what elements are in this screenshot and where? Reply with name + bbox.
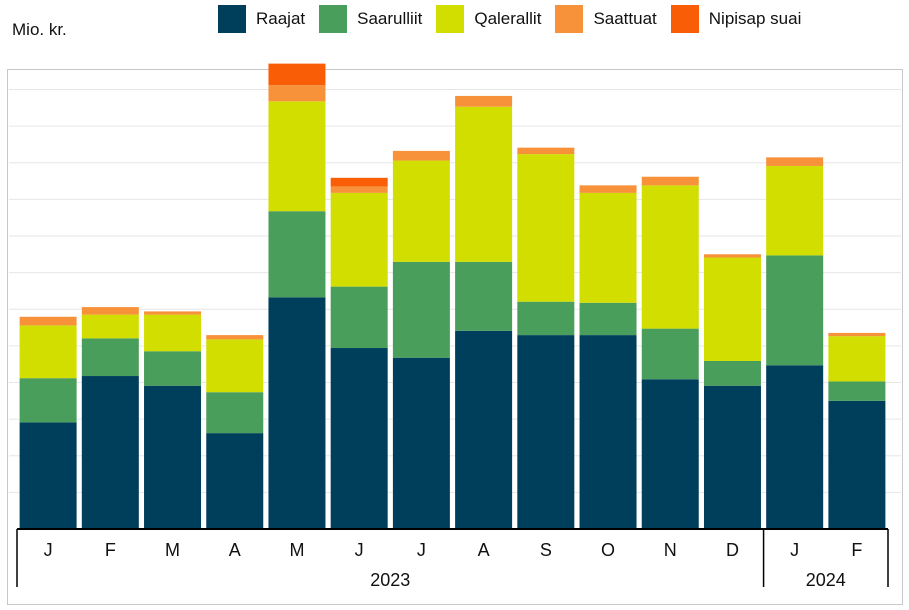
bar-segment-4-2 bbox=[268, 101, 326, 212]
x-tick-label-11: D bbox=[726, 540, 739, 560]
bar-segment-10-2 bbox=[641, 185, 699, 329]
bar-segment-2-1 bbox=[144, 351, 202, 386]
bar-segment-1-1 bbox=[81, 338, 139, 377]
legend-label-0: Raajat bbox=[256, 9, 306, 28]
bar-segment-0-1 bbox=[19, 378, 77, 423]
legend-swatch-1 bbox=[319, 5, 348, 33]
chart-frame bbox=[7, 69, 903, 605]
bar-segment-7-0 bbox=[455, 330, 513, 529]
bar-segment-11-1 bbox=[703, 360, 761, 386]
bar-segment-12-1 bbox=[766, 255, 824, 366]
bar-segment-5-2 bbox=[330, 192, 388, 287]
x-tick-label-2: M bbox=[165, 540, 180, 560]
bar-segment-7-1 bbox=[455, 261, 513, 331]
x-tick-label-0: J bbox=[44, 540, 53, 560]
bar-segment-8-2 bbox=[517, 154, 575, 302]
bar-segment-13-1 bbox=[828, 381, 886, 401]
legend-label-1: Saarulliit bbox=[357, 9, 423, 28]
bar-segment-11-3 bbox=[703, 254, 761, 258]
bar-segment-9-1 bbox=[579, 302, 637, 336]
bar-segment-3-2 bbox=[206, 339, 264, 393]
legend-item-4: Nipisap suai bbox=[670, 5, 802, 33]
x-tick-label-5: J bbox=[355, 540, 364, 560]
bar-segment-8-1 bbox=[517, 301, 575, 336]
year-label-1: 2024 bbox=[806, 570, 846, 590]
x-tick-label-6: J bbox=[417, 540, 426, 560]
bar-segment-1-0 bbox=[81, 376, 139, 529]
bar-segment-6-1 bbox=[392, 261, 450, 358]
y-unit-label: Mio. kr. bbox=[12, 20, 67, 39]
bar-segment-4-0 bbox=[268, 297, 326, 529]
bar-segment-4-3 bbox=[268, 85, 326, 102]
bar-segment-13-3 bbox=[828, 332, 886, 337]
bar-segment-1-2 bbox=[81, 314, 139, 339]
bar-segment-9-3 bbox=[579, 185, 637, 193]
x-tick-label-13: F bbox=[851, 540, 862, 560]
legend-item-1: Saarulliit bbox=[319, 5, 422, 33]
bar-segment-10-0 bbox=[641, 379, 699, 529]
bar-segment-3-1 bbox=[206, 392, 264, 434]
bar-segment-11-0 bbox=[703, 385, 761, 529]
legend-item-3: Saattuat bbox=[555, 5, 657, 33]
bar-segment-0-0 bbox=[19, 422, 77, 529]
bar-segment-8-0 bbox=[517, 335, 575, 529]
x-tick-label-8: S bbox=[540, 540, 552, 560]
bar-segment-6-2 bbox=[392, 160, 450, 262]
x-tick-label-7: A bbox=[478, 540, 490, 560]
bar-segment-5-4 bbox=[330, 177, 388, 187]
bar-segment-3-0 bbox=[206, 433, 264, 529]
bar-segment-12-0 bbox=[766, 365, 824, 529]
bar-segment-1-3 bbox=[81, 307, 139, 315]
x-tick-label-1: F bbox=[105, 540, 116, 560]
bar-segment-0-2 bbox=[19, 325, 77, 379]
bar-segment-9-2 bbox=[579, 192, 637, 303]
bar-segment-6-3 bbox=[392, 150, 450, 161]
bar-segment-10-3 bbox=[641, 176, 699, 186]
bar-segment-2-3 bbox=[144, 311, 202, 315]
bar-segment-8-3 bbox=[517, 147, 575, 155]
bar-segment-7-3 bbox=[455, 95, 513, 107]
legend-swatch-4 bbox=[670, 5, 699, 33]
bar-segment-10-1 bbox=[641, 328, 699, 380]
bar-segment-4-4 bbox=[268, 63, 326, 86]
year-label-0: 2023 bbox=[370, 570, 410, 590]
chart-legend: Raajat Saarulliit Qalerallit Saattuat Nipisa… bbox=[218, 5, 815, 33]
bar-segment-2-0 bbox=[144, 385, 202, 529]
bar-segment-7-2 bbox=[455, 106, 513, 262]
bar-segment-6-0 bbox=[392, 357, 450, 529]
bar-segment-12-2 bbox=[766, 165, 824, 256]
legend-label-2: Qalerallit bbox=[474, 9, 542, 28]
bar-segment-11-2 bbox=[703, 257, 761, 361]
bar-segment-5-0 bbox=[330, 348, 388, 529]
legend-label-4: Nipisap suai bbox=[708, 9, 802, 28]
x-tick-label-10: N bbox=[664, 540, 677, 560]
legend-item-2: Qalerallit bbox=[436, 5, 541, 33]
bar-segment-4-1 bbox=[268, 211, 326, 298]
legend-label-3: Saattuat bbox=[593, 9, 657, 28]
bar-segment-5-3 bbox=[330, 186, 388, 193]
legend-item-0: Raajat bbox=[218, 5, 305, 33]
bar-segment-3-3 bbox=[206, 335, 264, 340]
bar-segment-13-0 bbox=[828, 400, 886, 529]
bar-segment-13-2 bbox=[828, 336, 886, 382]
legend-swatch-3 bbox=[555, 5, 584, 33]
bar-segment-0-3 bbox=[19, 316, 77, 326]
bar-segment-9-0 bbox=[579, 335, 637, 529]
bar-segment-12-3 bbox=[766, 157, 824, 166]
bar-segment-2-2 bbox=[144, 314, 202, 352]
x-tick-label-9: O bbox=[601, 540, 615, 560]
bar-segment-5-1 bbox=[330, 286, 388, 349]
legend-swatch-2 bbox=[436, 5, 465, 33]
legend-swatch-0 bbox=[218, 5, 246, 33]
x-tick-label-3: A bbox=[229, 540, 241, 560]
x-tick-label-4: M bbox=[289, 540, 304, 560]
x-tick-label-12: J bbox=[790, 540, 799, 560]
